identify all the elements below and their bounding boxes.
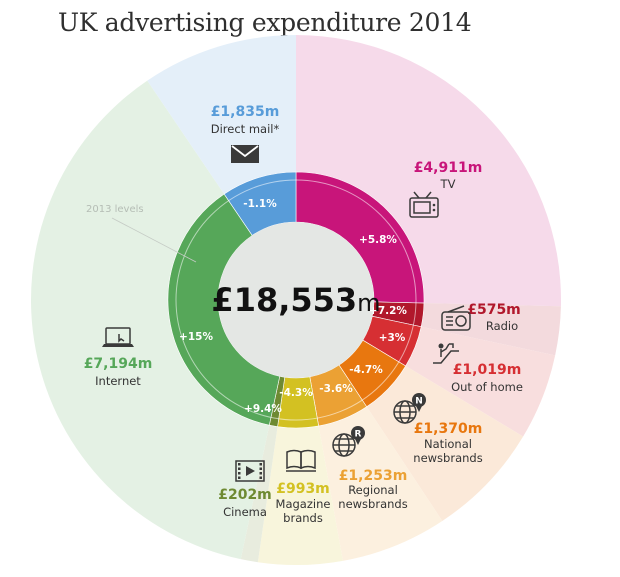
regional-newsbrands-value-label: £1,253m (339, 468, 408, 484)
film-icon (235, 460, 265, 482)
internet-name-label: Internet (95, 374, 141, 388)
center-disc (218, 222, 374, 378)
radio-icon (441, 305, 471, 331)
magazine-brands-name-label: brands (283, 511, 323, 525)
direct-mail-name-label: Direct mail* (211, 122, 280, 136)
internet-label-group: £7,194m Internet (84, 327, 153, 388)
internet-change-label: +15% (179, 331, 213, 343)
magazine-brands-value-label: £993m (276, 481, 330, 497)
national-newsbrands-change-label: -4.7% (349, 364, 383, 376)
radio-name-label: Radio (486, 319, 518, 333)
direct-mail-label-group: £1,835m Direct mail* (211, 104, 280, 163)
out-of-home-name-label: Out of home (451, 380, 523, 394)
total-value: £18,553 (211, 281, 357, 319)
chart-title: UK advertising expenditure 2014 (58, 8, 472, 37)
pin-letter: R (355, 430, 362, 440)
out-of-home-value-label: £1,019m (453, 362, 522, 378)
globe-r-icon: R (332, 426, 365, 457)
levels-note: 2013 levels (86, 204, 144, 215)
globe-n-icon: N (393, 393, 426, 424)
total-label: £18,553m (211, 281, 380, 319)
magazine-brands-bg-wedge (257, 300, 343, 565)
radio-value-label: £575m (467, 302, 521, 318)
pin-letter: N (415, 397, 423, 407)
tv-value-label: £4,911m (414, 160, 483, 176)
laptop-icon (102, 327, 134, 347)
radio-change-label: +7.2% (369, 305, 407, 317)
tv-change-label: +5.8% (359, 234, 397, 246)
regional-newsbrands-change-label: -3.6% (319, 383, 353, 395)
envelope-icon (231, 145, 259, 163)
levels-note-leader (111, 217, 197, 263)
total-unit: m (357, 289, 380, 317)
national-newsbrands-value-label: £1,370m (414, 421, 483, 437)
cinema-name-label: Cinema (223, 505, 267, 519)
national-newsbrands-name-label: newsbrands (413, 451, 482, 465)
change-labels: +5.8% +7.2% +3% -4.7% -3.6% -4.3% +9.4% +15% -1.… (179, 198, 407, 415)
cinema-label-group: £202m Cinema (218, 460, 272, 519)
direct-mail-change-label: -1.1% (243, 198, 277, 210)
cinema-change-label: +9.4% (244, 403, 282, 415)
out-of-home-change-label: +3% (379, 332, 406, 344)
out-of-home-label-group: £1,019m Out of home (433, 343, 523, 394)
center-total: £18,553m (211, 281, 380, 319)
national-newsbrands-name-label: National (424, 437, 472, 451)
escalator-icon (433, 343, 459, 364)
magazine-brands-name-label: Magazine (276, 497, 331, 511)
book-icon (286, 449, 316, 472)
levels-2013-circle (175, 179, 417, 421)
cinema-value-label: £202m (218, 487, 272, 503)
regional-newsbrands-name-label: newsbrands (338, 497, 407, 511)
donut-ring (111, 171, 425, 429)
tv-name-label: TV (440, 177, 456, 191)
magazine-brands-change-label: -4.3% (279, 387, 313, 399)
tv-icon (409, 191, 439, 218)
direct-mail-value-label: £1,835m (211, 104, 280, 120)
regional-newsbrands-name-label: Regional (348, 483, 398, 497)
internet-value-label: £7,194m (84, 356, 153, 372)
internet-bg-wedge (30, 80, 297, 560)
